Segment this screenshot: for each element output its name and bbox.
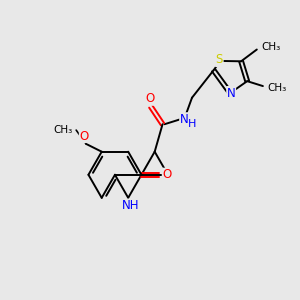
- Text: O: O: [162, 168, 172, 181]
- Text: O: O: [145, 92, 154, 105]
- Text: CH₃: CH₃: [268, 83, 287, 93]
- Text: CH₃: CH₃: [53, 125, 72, 135]
- Text: S: S: [216, 53, 223, 67]
- Text: CH₃: CH₃: [262, 42, 281, 52]
- Text: N: N: [180, 113, 188, 126]
- Text: NH: NH: [122, 199, 139, 212]
- Text: O: O: [80, 130, 89, 142]
- Text: H: H: [188, 119, 196, 129]
- Text: N: N: [227, 87, 236, 100]
